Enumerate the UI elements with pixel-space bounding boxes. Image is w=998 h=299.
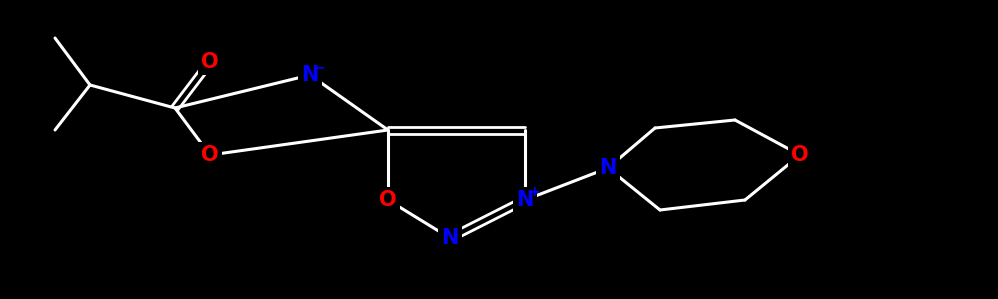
Text: O: O [379,190,397,210]
Text: O: O [202,52,219,72]
Text: O: O [791,145,808,165]
Text: N: N [600,158,617,178]
Text: N: N [301,65,318,85]
Text: N: N [441,228,459,248]
Text: −: − [313,60,324,74]
Text: N: N [516,190,534,210]
Text: O: O [202,145,219,165]
Text: +: + [528,185,540,199]
